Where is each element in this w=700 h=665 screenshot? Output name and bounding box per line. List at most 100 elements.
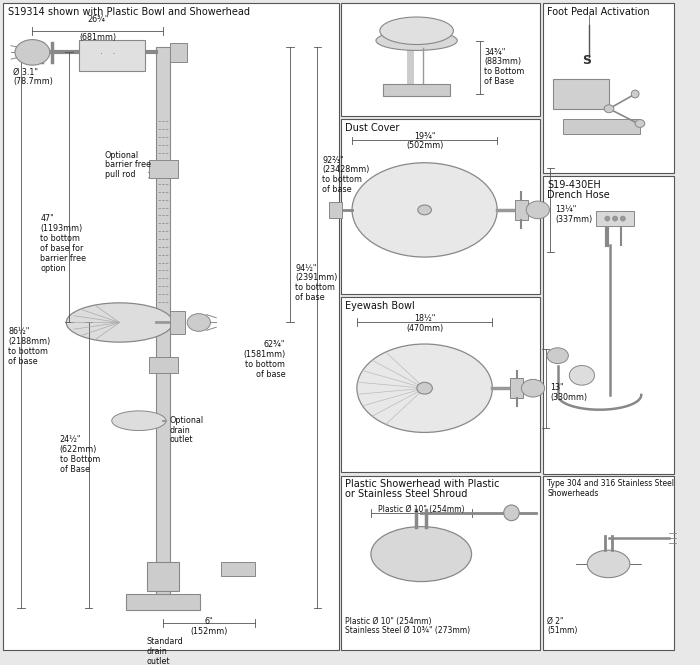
Ellipse shape bbox=[376, 31, 457, 51]
Text: (1193mm): (1193mm) bbox=[40, 224, 83, 233]
FancyBboxPatch shape bbox=[341, 119, 540, 294]
Text: barrier free: barrier free bbox=[105, 160, 151, 170]
Text: (681mm): (681mm) bbox=[79, 33, 116, 42]
Ellipse shape bbox=[631, 90, 639, 98]
Ellipse shape bbox=[569, 366, 594, 385]
Text: of base: of base bbox=[8, 357, 38, 366]
Text: 34¾": 34¾" bbox=[484, 48, 505, 57]
FancyBboxPatch shape bbox=[510, 378, 524, 398]
Ellipse shape bbox=[605, 216, 610, 221]
Text: of base: of base bbox=[295, 293, 325, 302]
Text: pull rod: pull rod bbox=[105, 170, 136, 180]
FancyBboxPatch shape bbox=[341, 297, 540, 472]
Text: (2391mm): (2391mm) bbox=[295, 273, 337, 283]
Ellipse shape bbox=[112, 411, 166, 430]
Ellipse shape bbox=[604, 105, 614, 112]
Text: 94½": 94½" bbox=[295, 263, 316, 273]
FancyBboxPatch shape bbox=[596, 211, 634, 227]
Ellipse shape bbox=[66, 303, 173, 342]
Text: or Stainless Steel Shroud: or Stainless Steel Shroud bbox=[344, 489, 467, 499]
FancyBboxPatch shape bbox=[341, 3, 540, 116]
Text: to bottom: to bottom bbox=[40, 234, 80, 243]
Ellipse shape bbox=[15, 40, 50, 65]
FancyBboxPatch shape bbox=[329, 202, 342, 217]
Text: 26¾": 26¾" bbox=[87, 15, 108, 24]
Text: 18½": 18½" bbox=[414, 314, 435, 323]
Text: of Base: of Base bbox=[484, 77, 514, 86]
FancyBboxPatch shape bbox=[383, 84, 451, 96]
FancyBboxPatch shape bbox=[79, 40, 145, 71]
Text: (502mm): (502mm) bbox=[406, 142, 443, 150]
Text: 13": 13" bbox=[550, 383, 564, 392]
Ellipse shape bbox=[504, 505, 519, 521]
Text: ·   ·: · · bbox=[100, 49, 116, 59]
Text: S19-430EH: S19-430EH bbox=[547, 180, 601, 190]
FancyBboxPatch shape bbox=[543, 3, 674, 173]
FancyBboxPatch shape bbox=[563, 118, 640, 134]
Text: (330mm): (330mm) bbox=[550, 393, 587, 402]
Text: drain: drain bbox=[146, 647, 167, 656]
Text: S19314 shown with Plastic Bowl and Showerhead: S19314 shown with Plastic Bowl and Showe… bbox=[8, 7, 250, 17]
Text: Plastic Showerhead with Plastic: Plastic Showerhead with Plastic bbox=[344, 479, 499, 489]
Text: 6": 6" bbox=[204, 618, 214, 626]
FancyBboxPatch shape bbox=[146, 561, 179, 591]
Text: |: | bbox=[587, 15, 591, 25]
Text: Dust Cover: Dust Cover bbox=[344, 123, 399, 133]
Text: of Base: of Base bbox=[60, 465, 90, 474]
Text: Showerheads: Showerheads bbox=[547, 489, 598, 498]
Text: S: S bbox=[582, 55, 592, 67]
Text: to bottom: to bottom bbox=[322, 175, 362, 184]
Text: outlet: outlet bbox=[146, 657, 170, 665]
FancyBboxPatch shape bbox=[148, 160, 178, 178]
Text: (23428mm): (23428mm) bbox=[322, 166, 370, 174]
FancyBboxPatch shape bbox=[156, 47, 170, 596]
Text: 19¾": 19¾" bbox=[414, 132, 435, 140]
Ellipse shape bbox=[371, 527, 472, 582]
FancyBboxPatch shape bbox=[514, 200, 528, 219]
Text: (622mm): (622mm) bbox=[60, 446, 97, 454]
Ellipse shape bbox=[418, 205, 431, 215]
Text: Stainless Steel Ø 10¾" (273mm): Stainless Steel Ø 10¾" (273mm) bbox=[344, 626, 470, 635]
Text: Type 304 and 316 Stainless Steel: Type 304 and 316 Stainless Steel bbox=[547, 479, 674, 488]
Text: (470mm): (470mm) bbox=[406, 324, 443, 332]
Text: (152mm): (152mm) bbox=[190, 627, 228, 636]
Text: to Bottom: to Bottom bbox=[484, 67, 525, 76]
Text: barrier free: barrier free bbox=[40, 254, 86, 263]
Text: to Bottom: to Bottom bbox=[60, 455, 100, 464]
Text: Plastic Ø 10" (254mm): Plastic Ø 10" (254mm) bbox=[344, 616, 431, 626]
Ellipse shape bbox=[522, 379, 545, 397]
Text: outlet: outlet bbox=[170, 436, 193, 444]
Text: to bottom: to bottom bbox=[295, 283, 335, 292]
Text: 92⅔": 92⅔" bbox=[322, 156, 344, 164]
Ellipse shape bbox=[380, 17, 454, 45]
Ellipse shape bbox=[547, 348, 568, 364]
Ellipse shape bbox=[620, 216, 625, 221]
Text: 86½": 86½" bbox=[8, 327, 29, 336]
Ellipse shape bbox=[587, 550, 630, 578]
FancyBboxPatch shape bbox=[341, 475, 540, 650]
FancyBboxPatch shape bbox=[170, 311, 186, 334]
Text: of base: of base bbox=[322, 185, 352, 194]
FancyBboxPatch shape bbox=[4, 3, 339, 650]
Text: (883mm): (883mm) bbox=[484, 57, 522, 66]
Ellipse shape bbox=[417, 382, 433, 394]
Text: (1581mm): (1581mm) bbox=[243, 350, 286, 359]
Text: drain: drain bbox=[170, 426, 190, 435]
Text: option: option bbox=[40, 263, 66, 273]
Text: (78.7mm): (78.7mm) bbox=[13, 77, 53, 86]
Text: Optional: Optional bbox=[105, 150, 139, 160]
Text: to bottom: to bottom bbox=[246, 360, 286, 369]
Ellipse shape bbox=[352, 163, 497, 257]
Text: Eyewash Bowl: Eyewash Bowl bbox=[344, 301, 414, 311]
Text: (337mm): (337mm) bbox=[555, 215, 592, 224]
Ellipse shape bbox=[357, 344, 492, 432]
Text: to bottom: to bottom bbox=[8, 347, 48, 356]
FancyBboxPatch shape bbox=[553, 79, 609, 109]
Text: (2188mm): (2188mm) bbox=[8, 337, 50, 346]
FancyBboxPatch shape bbox=[170, 43, 187, 63]
Text: Drench Hose: Drench Hose bbox=[547, 190, 610, 200]
Text: Foot Pedal Activation: Foot Pedal Activation bbox=[547, 7, 650, 17]
Text: 47": 47" bbox=[40, 214, 54, 223]
FancyBboxPatch shape bbox=[543, 176, 674, 473]
FancyBboxPatch shape bbox=[148, 357, 178, 372]
